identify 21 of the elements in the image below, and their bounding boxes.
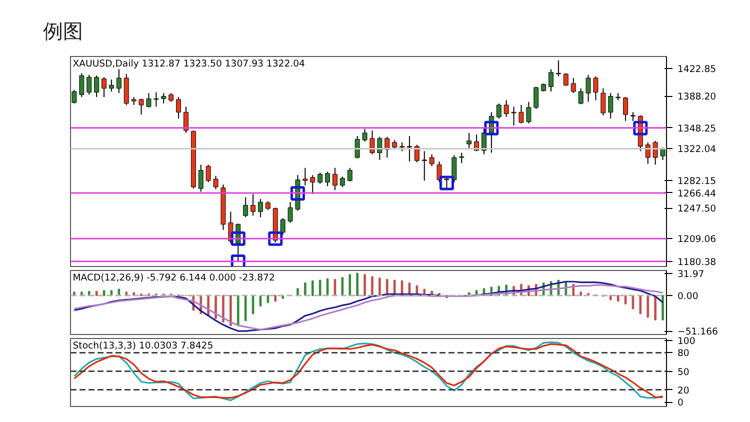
y-tick-label: 0	[678, 398, 684, 409]
y-tick-label: −51.166	[678, 326, 718, 338]
y-tick-label: 1282.15	[678, 176, 716, 187]
y-tick-label: 80	[678, 348, 690, 360]
y-tick-label: 50	[678, 366, 690, 378]
y-tick-label: 1209.06	[678, 234, 716, 246]
y-tick-label: 1247.50	[678, 204, 716, 215]
y-tick-label: 1266.44	[678, 188, 716, 200]
y-tick-label: 1422.85	[678, 64, 716, 76]
y-tick-label: 1322.04	[678, 144, 716, 156]
y-tick-label: 1180.38	[678, 256, 716, 268]
chart-title: 例图	[43, 18, 83, 45]
y-tick-label: 0.00	[678, 291, 698, 302]
y-tick-label: 20	[678, 385, 690, 396]
y-tick-label: 31.97	[678, 268, 704, 280]
y-tick-label: 1348.25	[678, 123, 716, 134]
chart-title: Stoch(13,3,3) 10.0303 7.8425	[72, 340, 214, 352]
y-tick-label: 100	[678, 336, 696, 347]
chart-subtitle: XAUUSD,Daily 1312.87 1323.50 1307.93 1322.04	[72, 58, 306, 70]
y-tick-label: 1388.20	[678, 92, 716, 103]
chart-title: MACD(12,26,9) -5.792 6.144 0.000 -23.872	[72, 272, 275, 284]
